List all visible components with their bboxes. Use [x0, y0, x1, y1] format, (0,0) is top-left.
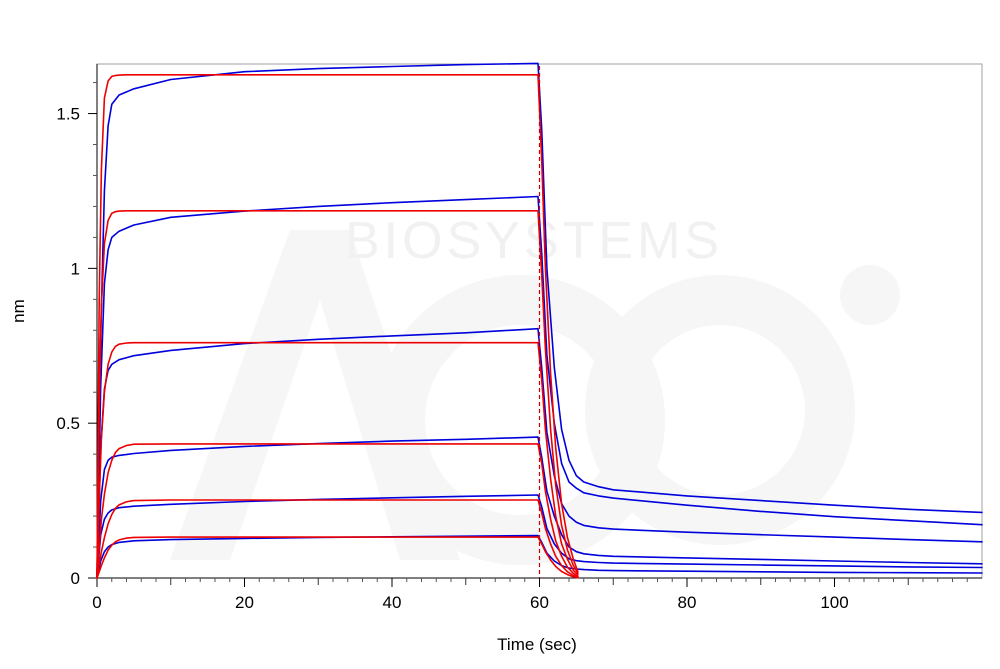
x-tick-label: 0 [92, 593, 101, 612]
fit-curve-6 [96, 536, 579, 579]
y-axis-title: nm [9, 299, 28, 323]
fit-curve-1 [96, 74, 579, 579]
x-tick-label: 40 [383, 593, 402, 612]
x-axis-title: Time (sec) [497, 635, 577, 654]
x-tick-label: 60 [530, 593, 549, 612]
measured-curve-3 [96, 327, 983, 579]
fit-curve-2 [96, 210, 579, 579]
measured-curve-2 [96, 195, 983, 579]
watermark: BIOSYSTEMS [170, 212, 900, 565]
fit-curve-3 [96, 341, 579, 579]
y-tick-label: 0 [71, 569, 80, 588]
fit-curve-5 [96, 499, 579, 579]
watermark-logo-ring-1 [375, 275, 665, 565]
y-tick-label: 1.5 [56, 105, 80, 124]
x-tick-label: 100 [820, 593, 848, 612]
x-tick-label: 80 [678, 593, 697, 612]
x-tick-label: 20 [235, 593, 254, 612]
measured-curve-1 [96, 62, 983, 579]
watermark-text: BIOSYSTEMS [345, 212, 723, 270]
y-tick-label: 1 [71, 259, 80, 278]
watermark-logo-ring-2 [585, 275, 855, 545]
fit-curve-4 [96, 443, 579, 579]
y-tick-label: 0.5 [56, 414, 80, 433]
watermark-logo-dot [840, 265, 900, 325]
